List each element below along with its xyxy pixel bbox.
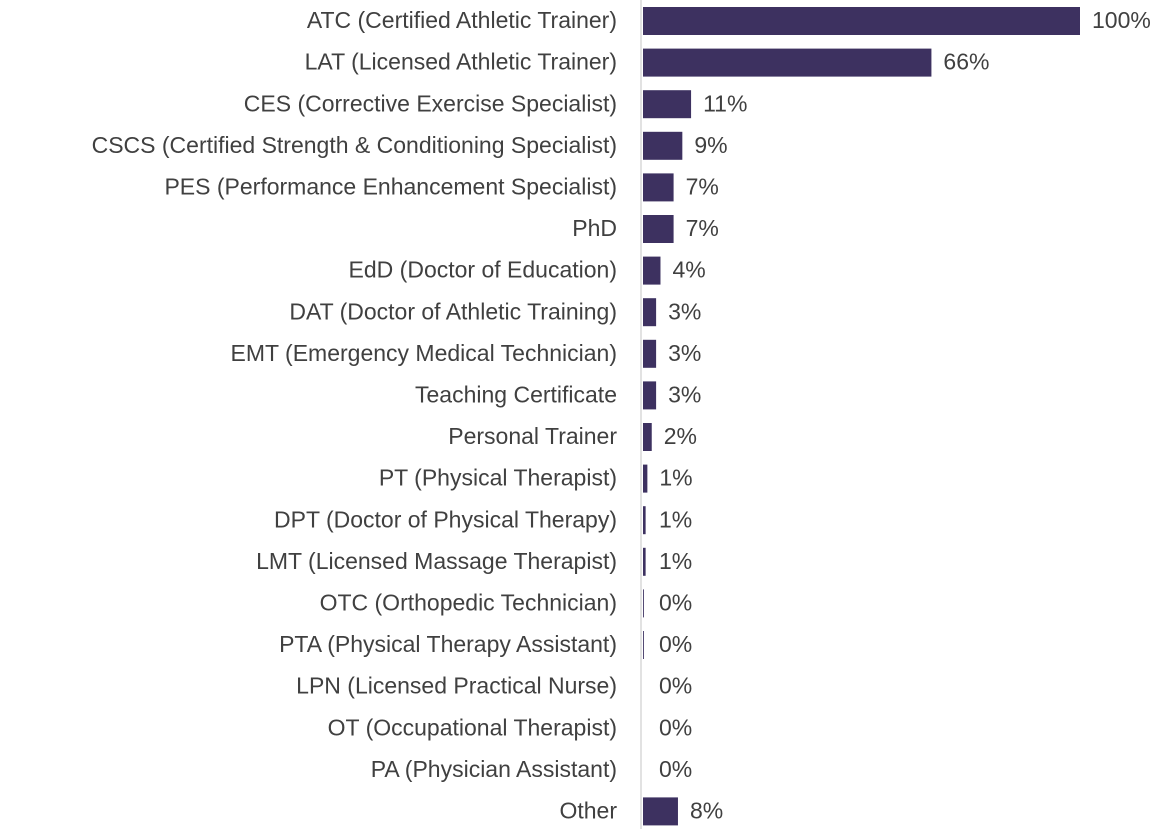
value-label: 7% (686, 173, 719, 199)
value-label: 3% (668, 298, 701, 324)
bar (643, 381, 657, 410)
bar (643, 631, 644, 659)
category-label: DAT (Doctor of Athletic Training) (289, 298, 617, 324)
value-label: 0% (659, 714, 692, 740)
bar (643, 589, 644, 618)
category-label: EdD (Doctor of Education) (349, 257, 617, 283)
category-label: EMT (Emergency Medical Technician) (231, 340, 617, 366)
bar (643, 506, 646, 535)
category-label: CSCS (Certified Strength & Conditioning … (92, 132, 617, 158)
bar (643, 173, 674, 202)
bar (643, 48, 932, 77)
bar (643, 131, 683, 160)
bar (643, 547, 646, 576)
category-label: PTA (Physical Therapy Assistant) (279, 631, 617, 657)
value-label: 2% (664, 423, 697, 449)
bar (643, 797, 678, 826)
value-label: 0% (659, 589, 692, 615)
bar (643, 215, 674, 243)
value-label: 0% (659, 673, 692, 699)
value-label: 3% (668, 381, 701, 407)
category-label: PT (Physical Therapist) (379, 465, 617, 491)
category-label: OT (Occupational Therapist) (328, 714, 617, 740)
bar (643, 423, 652, 451)
category-label: Teaching Certificate (415, 381, 617, 407)
value-label: 9% (694, 132, 727, 158)
value-label: 66% (943, 49, 989, 75)
value-label: 0% (659, 756, 692, 782)
value-label: 1% (659, 465, 692, 491)
category-label: LPN (Licensed Practical Nurse) (296, 673, 617, 699)
value-label: 4% (672, 257, 705, 283)
category-label: OTC (Orthopedic Technician) (320, 589, 617, 615)
category-label: Personal Trainer (448, 423, 617, 449)
bar (643, 339, 657, 368)
category-label: ATC (Certified Athletic Trainer) (307, 7, 617, 33)
bar (643, 256, 661, 285)
category-label: LAT (Licensed Athletic Trainer) (305, 49, 617, 75)
bar (643, 464, 648, 493)
value-label: 1% (659, 506, 692, 532)
bar (643, 90, 692, 119)
category-label: CES (Corrective Exercise Specialist) (244, 90, 617, 116)
bar (643, 7, 1080, 35)
value-label: 100% (1092, 7, 1151, 33)
value-label: 7% (686, 215, 719, 241)
category-label: PA (Physician Assistant) (371, 756, 617, 782)
category-label: PhD (572, 215, 617, 241)
category-label: Other (559, 797, 617, 823)
category-label: PES (Performance Enhancement Specialist) (164, 173, 617, 199)
value-label: 11% (703, 90, 747, 116)
category-label: LMT (Licensed Massage Therapist) (256, 548, 617, 574)
value-label: 8% (690, 797, 723, 823)
value-label: 0% (659, 631, 692, 657)
category-label: DPT (Doctor of Physical Therapy) (274, 506, 617, 532)
bar (643, 298, 657, 327)
value-label: 3% (668, 340, 701, 366)
value-label: 1% (659, 548, 692, 574)
